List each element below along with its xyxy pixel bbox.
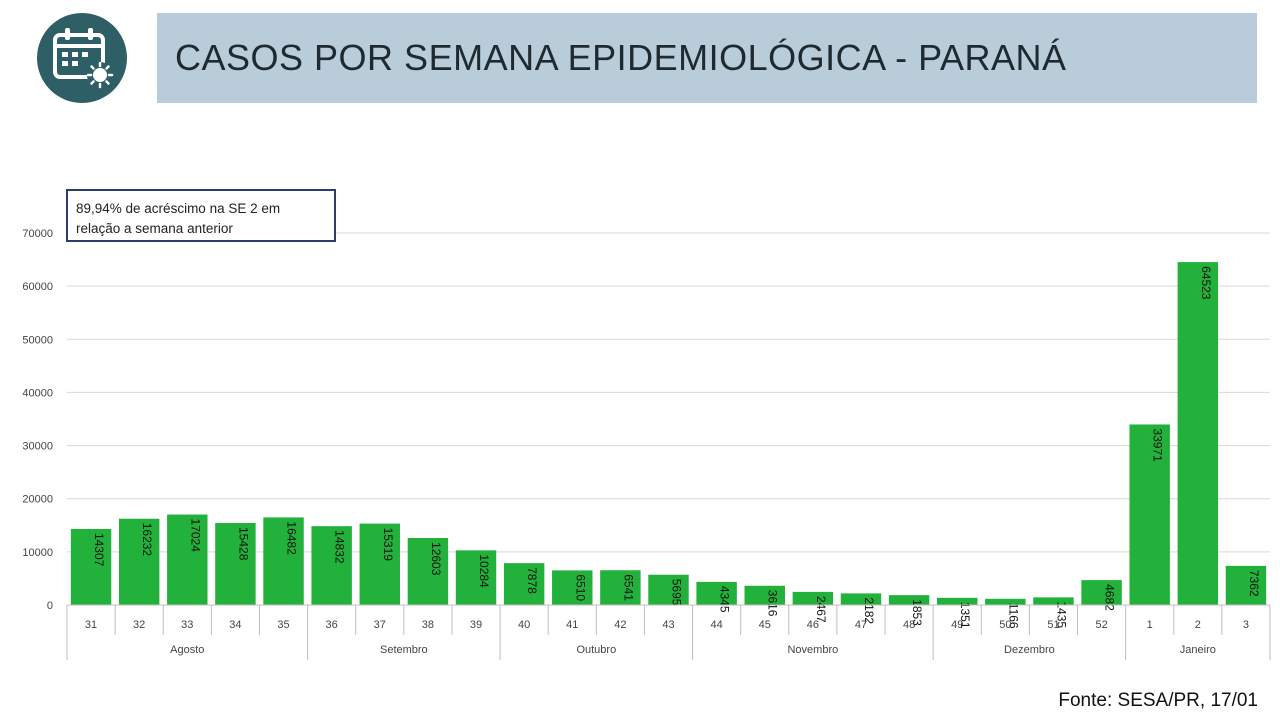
annotation-line-1: 89,94% de acréscimo na SE 2 em <box>76 201 281 216</box>
data-label: 4345 <box>718 586 732 613</box>
data-label: 14307 <box>92 533 106 567</box>
bar <box>407 538 449 605</box>
bar <box>1177 262 1219 605</box>
data-label: 10284 <box>477 554 491 588</box>
y-tick-label: 10000 <box>22 547 53 559</box>
bar <box>792 591 834 605</box>
x-tick-label: 42 <box>614 619 626 631</box>
data-label: 17024 <box>188 519 202 553</box>
annotation-line-2: relação a semana anterior <box>76 221 233 236</box>
data-label: 4682 <box>1103 584 1117 611</box>
bar <box>1225 565 1267 605</box>
x-tick-label: 43 <box>662 619 674 631</box>
x-tick-label: 2 <box>1195 619 1201 631</box>
data-label: 15428 <box>236 527 250 561</box>
page-title: CASOS POR SEMANA EPIDEMIOLÓGICA - PARANÁ <box>175 37 1067 78</box>
bar <box>744 585 785 605</box>
month-label: Dezembro <box>1004 644 1055 656</box>
bar <box>215 523 256 605</box>
x-tick-label: 50 <box>999 619 1011 631</box>
bar <box>1129 424 1170 605</box>
bar <box>503 563 545 605</box>
month-label: Janeiro <box>1180 644 1216 656</box>
data-label: 1435 <box>1054 601 1068 628</box>
bar <box>455 550 497 605</box>
x-tick-label: 34 <box>229 619 241 631</box>
bar <box>696 581 737 605</box>
x-tick-label: 45 <box>759 619 771 631</box>
x-tick-label: 31 <box>85 619 97 631</box>
data-label: 7362 <box>1247 570 1261 597</box>
x-tick-label: 33 <box>181 619 193 631</box>
bar <box>648 574 689 605</box>
annotation-box: 89,94% de acréscimo na SE 2 em relação a… <box>66 189 336 242</box>
x-tick-label: 41 <box>566 619 578 631</box>
y-tick-label: 20000 <box>22 494 53 506</box>
bar <box>311 526 352 605</box>
bar <box>937 597 978 605</box>
y-tick-label: 70000 <box>22 228 53 240</box>
x-tick-label: 46 <box>807 619 819 631</box>
bar <box>1081 580 1122 605</box>
bar <box>840 593 882 605</box>
data-label: 5695 <box>670 579 684 606</box>
bar <box>552 570 593 605</box>
x-tick-label: 35 <box>277 619 289 631</box>
x-tick-label: 40 <box>518 619 530 631</box>
x-tick-label: 36 <box>326 619 338 631</box>
data-label: 16482 <box>285 521 299 555</box>
x-tick-label: 3 <box>1243 619 1249 631</box>
x-tick-label: 44 <box>710 619 722 631</box>
y-tick-label: 0 <box>47 600 53 612</box>
data-label: 1853 <box>910 599 924 626</box>
month-label: Agosto <box>170 644 204 656</box>
bar <box>359 523 400 605</box>
bar <box>888 595 930 605</box>
data-label: 3616 <box>766 590 780 617</box>
x-tick-label: 47 <box>855 619 867 631</box>
bar <box>263 517 304 605</box>
data-label: 6541 <box>621 574 635 601</box>
x-tick-label: 52 <box>1095 619 1107 631</box>
data-label: 33971 <box>1151 428 1165 462</box>
data-label: 16232 <box>140 523 154 557</box>
y-tick-label: 40000 <box>22 387 53 399</box>
data-label: 6510 <box>573 574 587 601</box>
y-tick-label: 60000 <box>22 281 53 293</box>
data-label: 64523 <box>1199 266 1213 300</box>
data-label: 2182 <box>862 597 876 624</box>
y-tick-label: 30000 <box>22 441 53 453</box>
data-label: 12603 <box>429 542 443 576</box>
month-label: Novembro <box>787 644 838 656</box>
x-tick-label: 48 <box>903 619 915 631</box>
bar <box>600 570 641 605</box>
data-label: 15319 <box>381 528 395 562</box>
x-tick-label: 1 <box>1147 619 1153 631</box>
month-label: Outubro <box>576 644 616 656</box>
month-label: Setembro <box>380 644 428 656</box>
x-tick-label: 49 <box>951 619 963 631</box>
bar <box>167 514 208 605</box>
bar <box>1033 597 1074 605</box>
y-tick-label: 50000 <box>22 334 53 346</box>
data-label: 1351 <box>958 602 972 629</box>
bar <box>118 518 160 605</box>
x-tick-label: 39 <box>470 619 482 631</box>
title-bar: CASOS POR SEMANA EPIDEMIOLÓGICA - PARANÁ <box>157 13 1257 103</box>
x-tick-label: 37 <box>374 619 386 631</box>
source-note: Fonte: SESA/PR, 17/01 <box>1058 690 1258 711</box>
x-tick-label: 51 <box>1047 619 1059 631</box>
bar <box>70 528 112 605</box>
calendar-virus-icon <box>37 13 127 103</box>
bar <box>985 598 1026 605</box>
data-label: 2467 <box>814 596 828 623</box>
data-label: 1166 <box>1006 603 1020 629</box>
x-tick-label: 38 <box>422 619 434 631</box>
x-tick-label: 32 <box>133 619 145 631</box>
data-label: 14832 <box>333 530 347 564</box>
data-label: 7878 <box>525 567 539 594</box>
